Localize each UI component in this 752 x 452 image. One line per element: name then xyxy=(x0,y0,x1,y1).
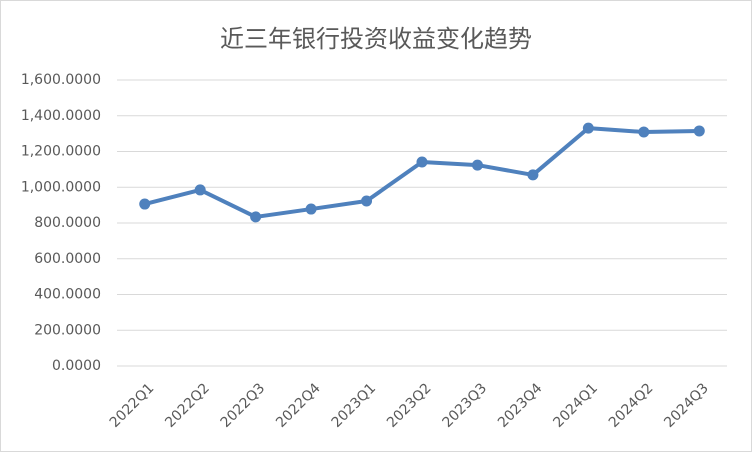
marker xyxy=(471,159,483,171)
y-tick-label: 200.0000 xyxy=(34,322,101,338)
y-tick-label: 0.0000 xyxy=(52,358,101,374)
y-tick-label: 1,000.0000 xyxy=(21,179,101,195)
chart-title: 近三年银行投资收益变化趋势 xyxy=(220,25,532,53)
marker xyxy=(194,184,206,196)
marker xyxy=(416,156,428,168)
marker xyxy=(139,198,151,210)
y-tick-label: 1,200.0000 xyxy=(21,144,101,160)
y-tick-label: 400.0000 xyxy=(34,287,101,303)
y-tick-label: 800.0000 xyxy=(34,215,101,231)
marker xyxy=(305,203,317,215)
y-tick-label: 600.0000 xyxy=(34,251,101,267)
y-tick-label: 1,400.0000 xyxy=(21,108,101,124)
marker xyxy=(361,195,373,207)
y-tick-label: 1,600.0000 xyxy=(21,72,101,88)
marker xyxy=(250,211,262,223)
marker xyxy=(527,169,539,181)
marker xyxy=(693,125,705,137)
marker xyxy=(582,122,594,134)
marker xyxy=(638,126,650,138)
